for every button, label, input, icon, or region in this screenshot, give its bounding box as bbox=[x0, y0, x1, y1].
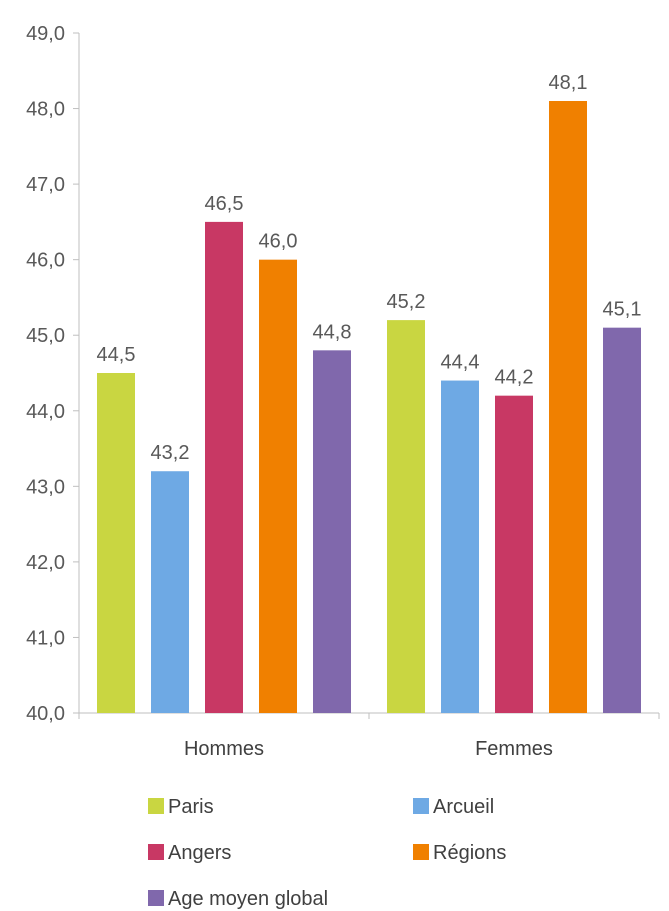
legend-swatch bbox=[148, 890, 164, 906]
y-tick-label: 45,0 bbox=[26, 325, 65, 347]
y-tick-label: 42,0 bbox=[26, 552, 65, 574]
data-label: 44,4 bbox=[441, 352, 480, 374]
bar-age-moyen-global bbox=[313, 350, 351, 713]
y-tick-label: 44,0 bbox=[26, 401, 65, 423]
bar-angers bbox=[205, 221, 243, 713]
y-tick-label: 43,0 bbox=[26, 476, 65, 498]
y-tick-label: 41,0 bbox=[26, 627, 65, 649]
legend-swatch bbox=[413, 798, 429, 814]
data-label: 46,5 bbox=[205, 193, 244, 215]
y-tick-label: 46,0 bbox=[26, 250, 65, 272]
y-tick-label: 48,0 bbox=[26, 99, 65, 121]
bar-r-gions bbox=[259, 259, 297, 713]
legend-label: Régions bbox=[433, 842, 506, 864]
bar-paris bbox=[97, 373, 135, 713]
category-label: Hommes bbox=[184, 738, 264, 760]
data-label: 48,1 bbox=[549, 72, 588, 94]
legend-label: Age moyen global bbox=[168, 888, 328, 910]
y-tick-label: 47,0 bbox=[26, 174, 65, 196]
bar-age-moyen-global bbox=[603, 327, 641, 713]
data-label: 43,2 bbox=[151, 442, 190, 464]
category-label: Femmes bbox=[475, 738, 553, 760]
legend-swatch bbox=[148, 798, 164, 814]
bar-arcueil bbox=[151, 471, 189, 713]
y-tick-label: 40,0 bbox=[26, 703, 65, 725]
data-label: 46,0 bbox=[259, 231, 298, 253]
bar-paris bbox=[387, 320, 425, 713]
legend-swatch bbox=[148, 844, 164, 860]
data-label: 44,5 bbox=[97, 344, 136, 366]
data-label: 44,2 bbox=[495, 367, 534, 389]
legend-label: Angers bbox=[168, 842, 231, 864]
bar-arcueil bbox=[441, 380, 479, 713]
legend-swatch bbox=[413, 844, 429, 860]
legend-label: Arcueil bbox=[433, 796, 494, 818]
data-label: 44,8 bbox=[313, 321, 352, 343]
data-label: 45,2 bbox=[387, 291, 426, 313]
bar-angers bbox=[495, 395, 533, 713]
y-tick-label: 49,0 bbox=[26, 23, 65, 45]
legend-label: Paris bbox=[168, 796, 214, 818]
bar-r-gions bbox=[549, 101, 587, 713]
data-label: 45,1 bbox=[603, 299, 642, 321]
